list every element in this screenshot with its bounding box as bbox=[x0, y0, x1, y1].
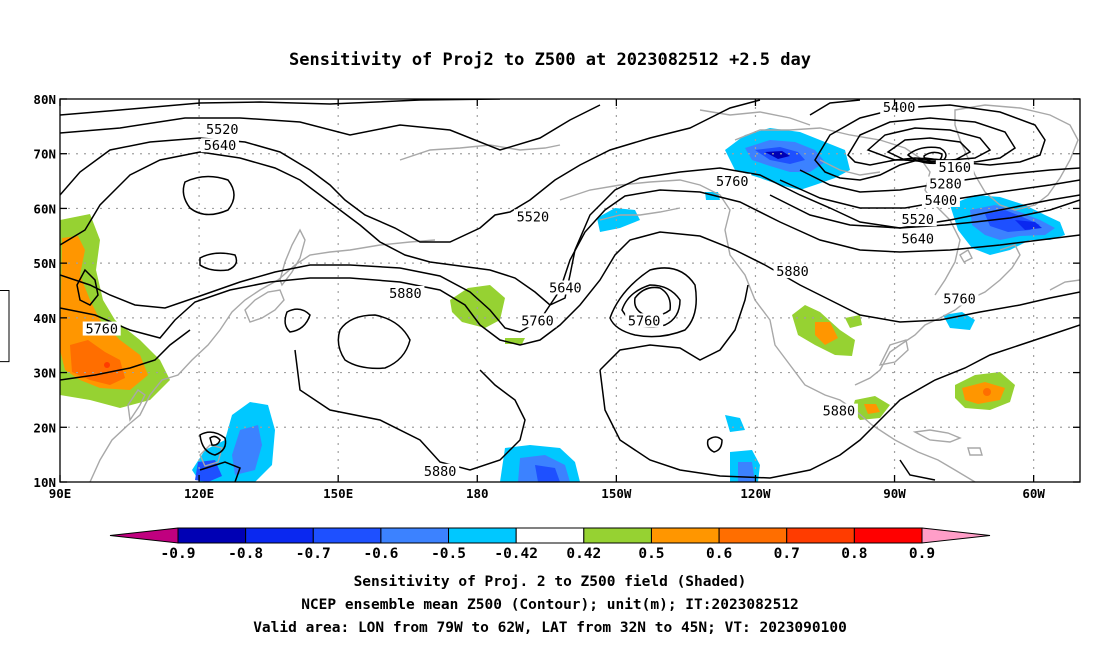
colorbar-bin bbox=[312, 527, 382, 544]
colorbar-bin bbox=[786, 527, 855, 544]
colorbar-label: -0.6 bbox=[363, 546, 398, 562]
colorbar-label: 0.7 bbox=[774, 546, 800, 562]
colorbar-label: -0.7 bbox=[296, 546, 331, 562]
caption-valid-area: Valid area: LON from 79W to 62W, LAT fro… bbox=[253, 620, 847, 636]
colorbar-bin bbox=[853, 527, 923, 544]
contour-label: 5880 bbox=[823, 404, 856, 420]
lon-tick-label: 60W bbox=[1022, 486, 1045, 501]
map-title: Sensitivity of Proj2 to Z500 at 20230825… bbox=[289, 50, 811, 70]
contour-label: 5640 bbox=[901, 231, 934, 247]
contour-label-bg bbox=[926, 176, 965, 191]
colorbar-bin bbox=[718, 527, 788, 544]
contour-label-bg bbox=[386, 285, 425, 300]
lat-tick-label: 40N bbox=[33, 311, 56, 326]
contour-label-bg bbox=[773, 264, 812, 279]
contour-label: 5520 bbox=[517, 209, 550, 225]
lon-tick-label: 150W bbox=[601, 486, 632, 501]
sensitivity-shading bbox=[60, 128, 1065, 482]
caption-shaded: Sensitivity of Proj. 2 to Z500 field (Sh… bbox=[353, 574, 747, 590]
contour-label-bg bbox=[421, 463, 460, 478]
colorbar-bin bbox=[448, 527, 517, 544]
valid-area-box bbox=[0, 290, 10, 363]
contour-label: 5640 bbox=[204, 138, 237, 154]
colorbar-label: -0.5 bbox=[431, 546, 466, 562]
colorbar-bin bbox=[583, 527, 652, 544]
lon-tick-label: 150E bbox=[323, 486, 353, 501]
contour-label-bg bbox=[935, 160, 974, 175]
lat-tick-label: 70N bbox=[33, 147, 56, 162]
contour-label-bg bbox=[200, 138, 239, 153]
contour-label: 5760 bbox=[628, 313, 661, 329]
contour-labels: 5520564055205760540051605280540055205640… bbox=[82, 99, 979, 480]
contour-label-bg bbox=[203, 121, 242, 136]
lat-tick-label: 10N bbox=[33, 475, 56, 490]
lon-tick-label: 180 bbox=[466, 486, 489, 501]
contour-label: 5160 bbox=[939, 160, 972, 176]
contour-label-bg bbox=[880, 99, 919, 114]
contour-label-bg bbox=[898, 212, 937, 227]
colorbar-above-max bbox=[921, 527, 991, 544]
contour-label-bg bbox=[819, 403, 858, 418]
contour-label: 5760 bbox=[85, 322, 118, 338]
contour-label: 5880 bbox=[389, 286, 422, 302]
contour-label-bg bbox=[518, 313, 557, 328]
colorbar-bin bbox=[650, 527, 720, 544]
colorbar-bin bbox=[177, 527, 247, 544]
colorbar-label: -0.9 bbox=[161, 546, 196, 562]
contour-label: 5760 bbox=[716, 174, 749, 190]
contour-label-bg bbox=[82, 321, 121, 336]
lat-tick-label: 30N bbox=[33, 366, 56, 381]
contour-label: 5400 bbox=[883, 100, 916, 116]
lon-tick-label: 90E bbox=[49, 486, 72, 501]
colorbar-bin bbox=[380, 527, 450, 544]
lat-tick-label: 80N bbox=[33, 92, 56, 107]
contour-label-bg bbox=[940, 291, 979, 306]
colorbar: -0.9 -0.8 -0.7 -0.6 -0.5 -0.42 0.42 0.5 0.6 0.7 0.… bbox=[109, 527, 991, 562]
lon-tick-label: 120E bbox=[184, 486, 214, 501]
colorbar-label: 0.5 bbox=[638, 546, 664, 562]
colorbar-label: 0.42 bbox=[566, 546, 601, 562]
contour-label-bg bbox=[546, 280, 585, 295]
lat-tick-label: 60N bbox=[33, 201, 56, 216]
colorbar-label: -0.42 bbox=[494, 546, 538, 562]
contour-label: 5640 bbox=[549, 281, 582, 297]
contour-label: 5520 bbox=[901, 212, 934, 228]
map-frame bbox=[59, 98, 1081, 483]
colorbar-bin bbox=[515, 527, 585, 544]
contour-label: 5760 bbox=[943, 291, 976, 307]
lat-tick-label: 50N bbox=[33, 256, 56, 271]
contour-label-bg bbox=[713, 173, 752, 188]
lon-tick-label: 120W bbox=[740, 486, 771, 501]
z500-contours bbox=[60, 99, 1080, 482]
contour-label-bg bbox=[898, 231, 937, 246]
contour-label-bg bbox=[921, 192, 960, 207]
colorbar-label: 0.8 bbox=[841, 546, 867, 562]
colorbar-label: -0.8 bbox=[228, 546, 263, 562]
contour-label-bg bbox=[513, 209, 552, 224]
contour-label-bg bbox=[625, 313, 664, 328]
contour-label: 5880 bbox=[776, 264, 809, 280]
contour-label: 5400 bbox=[925, 193, 958, 209]
colorbar-below-min bbox=[109, 527, 179, 544]
contour-label: 5280 bbox=[929, 177, 962, 193]
coastlines bbox=[89, 104, 1080, 482]
colorbar-bin bbox=[245, 527, 314, 544]
caption-contour: NCEP ensemble mean Z500 (Contour); unit(… bbox=[301, 597, 799, 613]
colorbar-label: 0.6 bbox=[706, 546, 732, 562]
contour-label: 5760 bbox=[521, 313, 554, 329]
lat-tick-label: 20N bbox=[33, 420, 56, 435]
colorbar-label: 0.9 bbox=[909, 546, 935, 562]
lon-tick-label: 90W bbox=[883, 486, 906, 501]
contour-label: 5880 bbox=[424, 464, 457, 480]
contour-label: 5520 bbox=[206, 122, 239, 138]
